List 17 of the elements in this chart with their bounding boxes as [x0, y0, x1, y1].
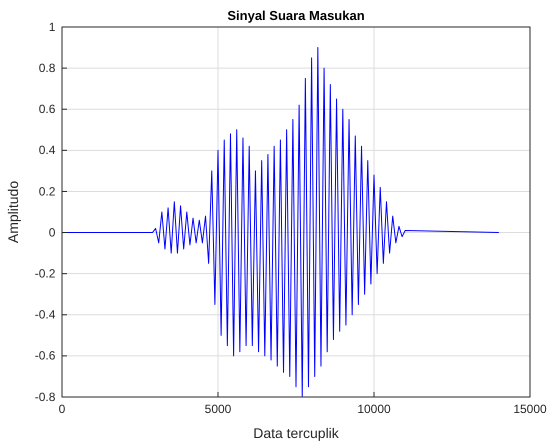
y-tick-label: -0.4 [34, 308, 56, 322]
chart-title: Sinyal Suara Masukan [227, 8, 365, 23]
y-tick-label: 0.4 [38, 143, 56, 158]
x-axis-title: Data tercuplik [253, 425, 340, 441]
x-tick-label: 10000 [357, 402, 392, 416]
x-tick-label: 5000 [204, 402, 232, 416]
y-axis-title: Amplitudo [5, 180, 21, 244]
y-tick-label: 1 [48, 20, 56, 34]
y-tick-label: 0.2 [38, 184, 56, 198]
y-tick-label: -0.8 [34, 390, 56, 404]
y-tick-label: 0.8 [38, 60, 56, 75]
y-tick-label: -0.2 [34, 266, 56, 281]
x-tick-label: 0 [58, 402, 66, 416]
y-tick-label: 0.6 [38, 102, 56, 116]
x-tick-label: 15000 [513, 402, 548, 416]
y-tick-label: 0 [48, 225, 56, 240]
y-tick-label: -0.6 [34, 348, 56, 363]
